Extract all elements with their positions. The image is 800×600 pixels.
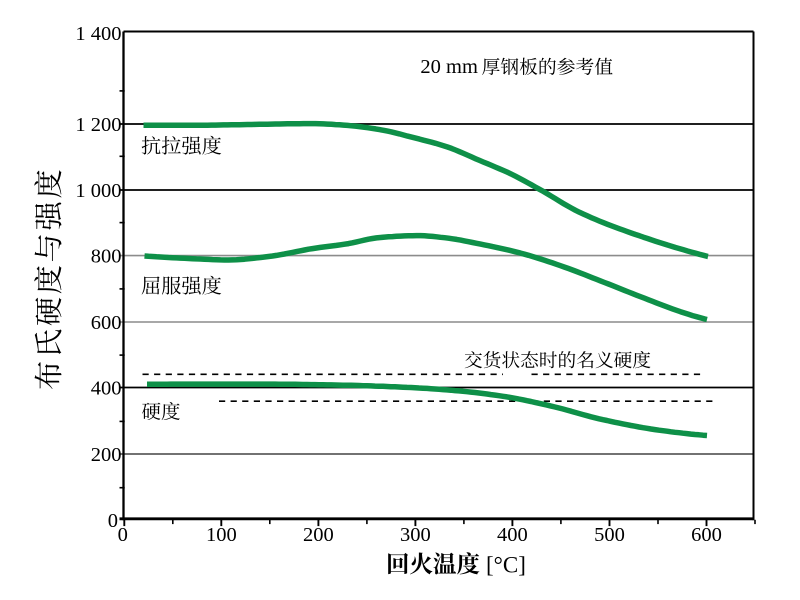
svg-text:0: 0 <box>118 524 128 546</box>
svg-text:200: 200 <box>91 444 122 466</box>
svg-text:1 400: 1 400 <box>75 23 121 45</box>
svg-text:0: 0 <box>108 510 118 532</box>
svg-text:300: 300 <box>400 524 431 546</box>
svg-text:[°C]: [°C] <box>486 552 526 577</box>
svg-text:800: 800 <box>91 246 122 268</box>
svg-text:1 200: 1 200 <box>75 114 121 136</box>
svg-text:20 mm: 20 mm <box>420 56 478 78</box>
svg-text:600: 600 <box>91 312 122 334</box>
svg-text:500: 500 <box>594 524 625 546</box>
svg-text:400: 400 <box>497 524 528 546</box>
svg-text:600: 600 <box>691 524 722 546</box>
svg-text:200: 200 <box>303 524 334 546</box>
svg-text:400: 400 <box>91 378 122 400</box>
svg-text:1 000: 1 000 <box>75 180 121 202</box>
svg-text:100: 100 <box>206 524 237 546</box>
